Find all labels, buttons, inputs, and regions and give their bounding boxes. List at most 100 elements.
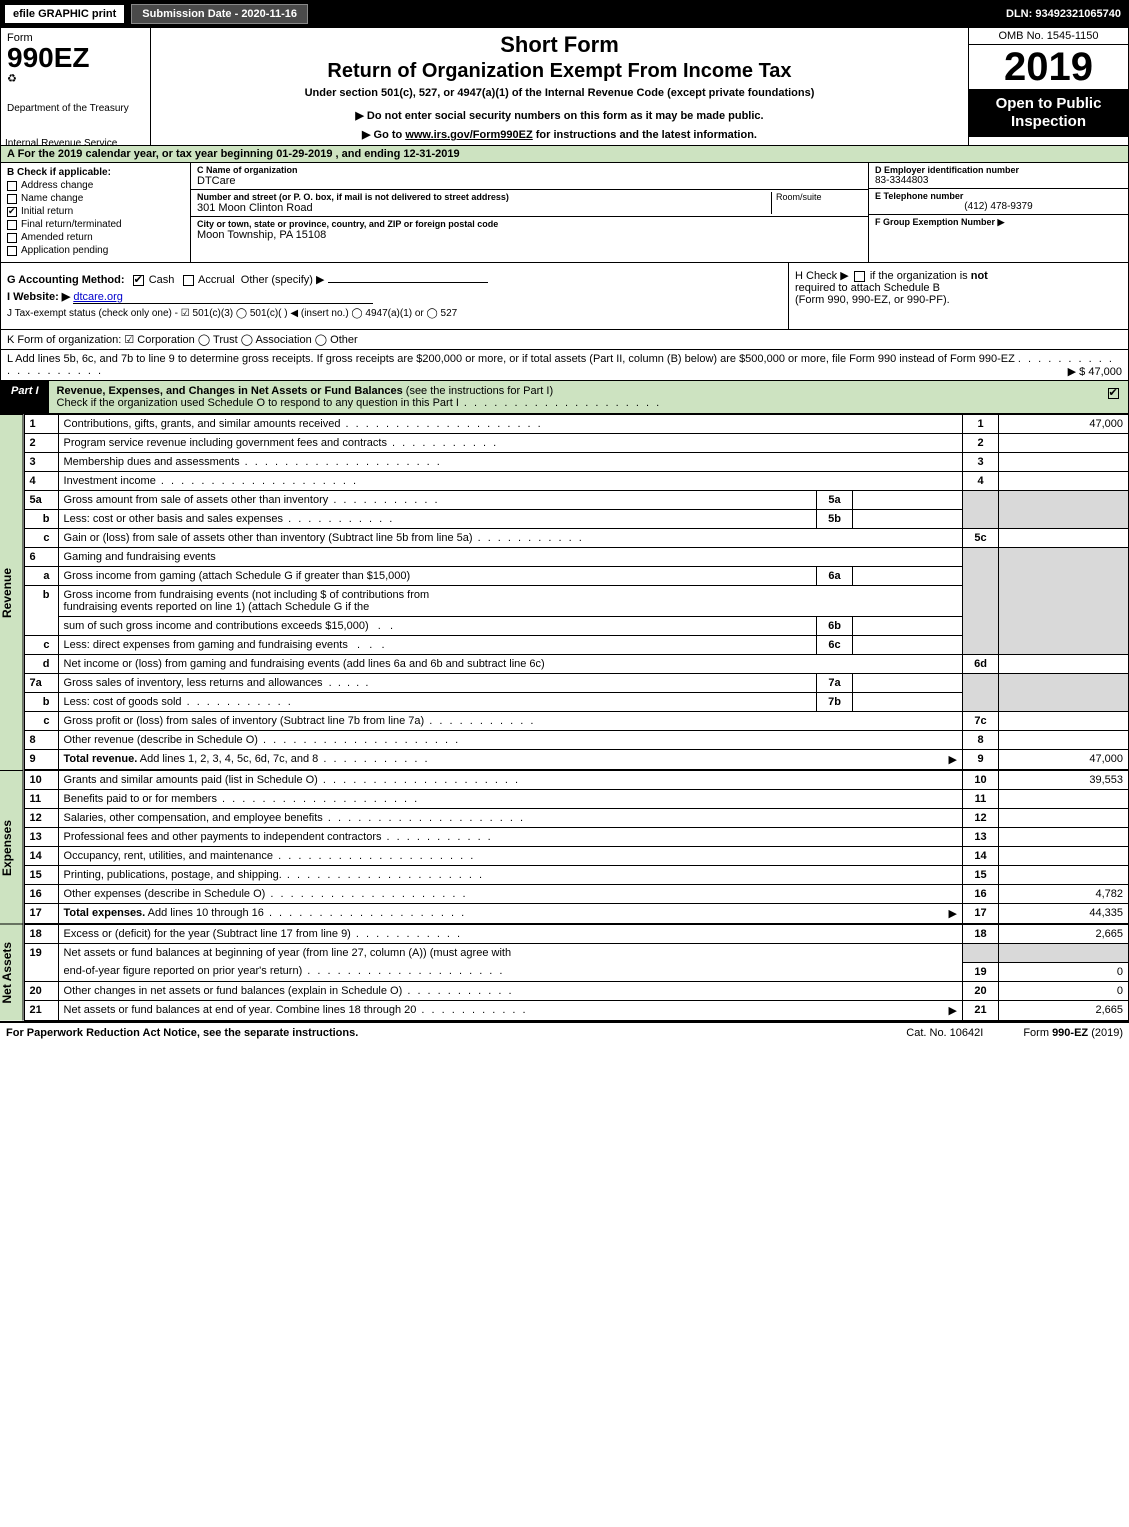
net-assets-table: 18 Excess or (deficit) for the year (Sub… bbox=[24, 924, 1129, 1021]
irs-label: Internal Revenue Service bbox=[5, 138, 205, 149]
line-20: 20 Other changes in net assets or fund b… bbox=[24, 981, 1128, 1000]
paperwork-notice: For Paperwork Reduction Act Notice, see … bbox=[6, 1027, 358, 1039]
line-11: 11 Benefits paid to or for members 11 bbox=[24, 790, 1128, 809]
box-j: J Tax-exempt status (check only one) - ☑… bbox=[7, 308, 782, 319]
line-12: 12 Salaries, other compensation, and emp… bbox=[24, 809, 1128, 828]
ein-label: D Employer identification number bbox=[875, 165, 1122, 175]
schedule-o-checkbox[interactable] bbox=[1108, 388, 1119, 399]
line-7a: 7a Gross sales of inventory, less return… bbox=[24, 674, 1128, 693]
box-i: I Website: ▶ dtcare.org bbox=[7, 290, 782, 304]
checkbox-cash[interactable] bbox=[133, 275, 144, 286]
return-title: Return of Organization Exempt From Incom… bbox=[159, 60, 960, 83]
line-16: 16 Other expenses (describe in Schedule … bbox=[24, 885, 1128, 904]
ein-value: 83-3344803 bbox=[875, 175, 1122, 186]
chk-name-change[interactable]: Name change bbox=[7, 193, 184, 204]
tax-year: 2019 bbox=[969, 45, 1128, 89]
box-g: G Accounting Method: Cash Accrual Other … bbox=[7, 273, 782, 286]
box-h: H Check ▶ if the organization is not req… bbox=[788, 263, 1128, 329]
box-c: C Name of organization DTCare Number and… bbox=[191, 163, 868, 262]
line-6d: d Net income or (loss) from gaming and f… bbox=[24, 655, 1128, 674]
form-number-box: Form 990EZ ♻ Department of the Treasury … bbox=[1, 28, 151, 145]
line-14: 14 Occupancy, rent, utilities, and maint… bbox=[24, 847, 1128, 866]
line-3: 3 Membership dues and assessments 3 bbox=[24, 453, 1128, 472]
entity-block: B Check if applicable: Address change Na… bbox=[0, 163, 1129, 263]
checkbox-icon bbox=[7, 220, 17, 230]
open-inspection: Open to Public Inspection bbox=[969, 89, 1128, 137]
checkbox-icon bbox=[7, 246, 17, 256]
form-title-box: Short Form Return of Organization Exempt… bbox=[151, 28, 968, 145]
box-l: L Add lines 5b, 6c, and 7b to line 9 to … bbox=[0, 350, 1129, 381]
group-exempt-label: F Group Exemption Number ▶ bbox=[875, 217, 1004, 227]
goto-pre: ▶ Go to bbox=[362, 129, 405, 141]
g-h-i-j-block: G Accounting Method: Cash Accrual Other … bbox=[0, 263, 1129, 330]
checkbox-icon bbox=[7, 233, 17, 243]
line-13: 13 Professional fees and other payments … bbox=[24, 828, 1128, 847]
line-19b: end-of-year figure reported on prior yea… bbox=[24, 962, 1128, 981]
line-7c: c Gross profit or (loss) from sales of i… bbox=[24, 712, 1128, 731]
checkbox-icon bbox=[7, 181, 17, 191]
part-1-sub: (see the instructions for Part I) bbox=[403, 385, 553, 397]
checkbox-accrual[interactable] bbox=[183, 275, 194, 286]
line-18: 18 Excess or (deficit) for the year (Sub… bbox=[24, 925, 1128, 944]
recycle-icon: ♻ bbox=[7, 73, 17, 85]
chk-address-change[interactable]: Address change bbox=[7, 180, 184, 191]
cat-number: Cat. No. 10642I bbox=[906, 1027, 983, 1039]
top-bar: efile GRAPHIC print Submission Date - 20… bbox=[0, 0, 1129, 28]
checkbox-h[interactable] bbox=[854, 271, 865, 282]
form-right-box: OMB No. 1545-1150 2019 Open to Public In… bbox=[968, 28, 1128, 145]
goto-link[interactable]: www.irs.gov/Form990EZ bbox=[405, 129, 532, 141]
box-d-e-f: D Employer identification number 83-3344… bbox=[868, 163, 1128, 262]
city-value: Moon Township, PA 15108 bbox=[197, 229, 862, 241]
chk-initial-return[interactable]: Initial return bbox=[7, 206, 184, 217]
goto-post: for instructions and the latest informat… bbox=[533, 129, 757, 141]
part-1-check-text: Check if the organization used Schedule … bbox=[57, 397, 459, 409]
expenses-side-label: Expenses bbox=[0, 770, 24, 924]
line-5c: c Gain or (loss) from sale of assets oth… bbox=[24, 529, 1128, 548]
chk-final-return[interactable]: Final return/terminated bbox=[7, 219, 184, 230]
dept-treasury: Department of the Treasury bbox=[7, 103, 144, 114]
page-footer: For Paperwork Reduction Act Notice, see … bbox=[0, 1021, 1129, 1043]
part-1-title: Revenue, Expenses, and Changes in Net As… bbox=[57, 385, 403, 397]
ssn-warning: ▶ Do not enter social security numbers o… bbox=[159, 109, 960, 122]
revenue-table: 1 Contributions, gifts, grants, and simi… bbox=[24, 414, 1129, 770]
form-990ez: 990EZ bbox=[7, 44, 144, 72]
line-10: 10 Grants and similar amounts paid (list… bbox=[24, 771, 1128, 790]
line-19a: 19 Net assets or fund balances at beginn… bbox=[24, 944, 1128, 963]
revenue-side-label: Revenue bbox=[0, 414, 24, 770]
efile-print-button[interactable]: efile GRAPHIC print bbox=[4, 4, 125, 24]
line-15: 15 Printing, publications, postage, and … bbox=[24, 866, 1128, 885]
line-8: 8 Other revenue (describe in Schedule O)… bbox=[24, 731, 1128, 750]
expenses-table: 10 Grants and similar amounts paid (list… bbox=[24, 770, 1129, 924]
under-section: Under section 501(c), 527, or 4947(a)(1)… bbox=[159, 87, 960, 99]
box-b: B Check if applicable: Address change Na… bbox=[1, 163, 191, 262]
org-name-label: C Name of organization bbox=[197, 165, 862, 175]
box-b-label: B Check if applicable: bbox=[7, 167, 184, 178]
line-21: 21 Net assets or fund balances at end of… bbox=[24, 1000, 1128, 1020]
chk-amended-return[interactable]: Amended return bbox=[7, 232, 184, 243]
net-assets-side-label: Net Assets bbox=[0, 924, 24, 1021]
phone-value: (412) 478-9379 bbox=[875, 201, 1122, 212]
street-label: Number and street (or P. O. box, if mail… bbox=[197, 192, 767, 202]
form-header: Form 990EZ ♻ Department of the Treasury … bbox=[0, 28, 1129, 146]
line-9: 9 Total revenue. Total revenue. Add line… bbox=[24, 750, 1128, 770]
room-suite-label: Room/suite bbox=[772, 192, 862, 214]
phone-label: E Telephone number bbox=[875, 191, 1122, 201]
website-link[interactable]: dtcare.org bbox=[73, 291, 373, 304]
short-form: Short Form bbox=[159, 32, 960, 58]
submission-date: Submission Date - 2020-11-16 bbox=[131, 4, 308, 24]
omb-number: OMB No. 1545-1150 bbox=[969, 28, 1128, 45]
box-k: K Form of organization: ☑ Corporation ◯ … bbox=[0, 330, 1129, 350]
line-2: 2 Program service revenue including gove… bbox=[24, 434, 1128, 453]
line-5a: 5a Gross amount from sale of assets othe… bbox=[24, 491, 1128, 510]
checkbox-icon bbox=[7, 207, 17, 217]
city-label: City or town, state or province, country… bbox=[197, 219, 862, 229]
org-name: DTCare bbox=[197, 175, 862, 187]
line-17: 17 Total expenses. Add lines 10 through … bbox=[24, 904, 1128, 924]
chk-application-pending[interactable]: Application pending bbox=[7, 245, 184, 256]
part-1-header: Part I Revenue, Expenses, and Changes in… bbox=[0, 381, 1129, 414]
checkbox-icon bbox=[7, 194, 17, 204]
street-value: 301 Moon Clinton Road bbox=[197, 202, 767, 214]
line-6: 6 Gaming and fundraising events bbox=[24, 548, 1128, 567]
goto-line: ▶ Go to www.irs.gov/Form990EZ for instru… bbox=[159, 128, 960, 141]
form-page-ref: Form 990-EZ (2019) bbox=[1023, 1027, 1123, 1039]
